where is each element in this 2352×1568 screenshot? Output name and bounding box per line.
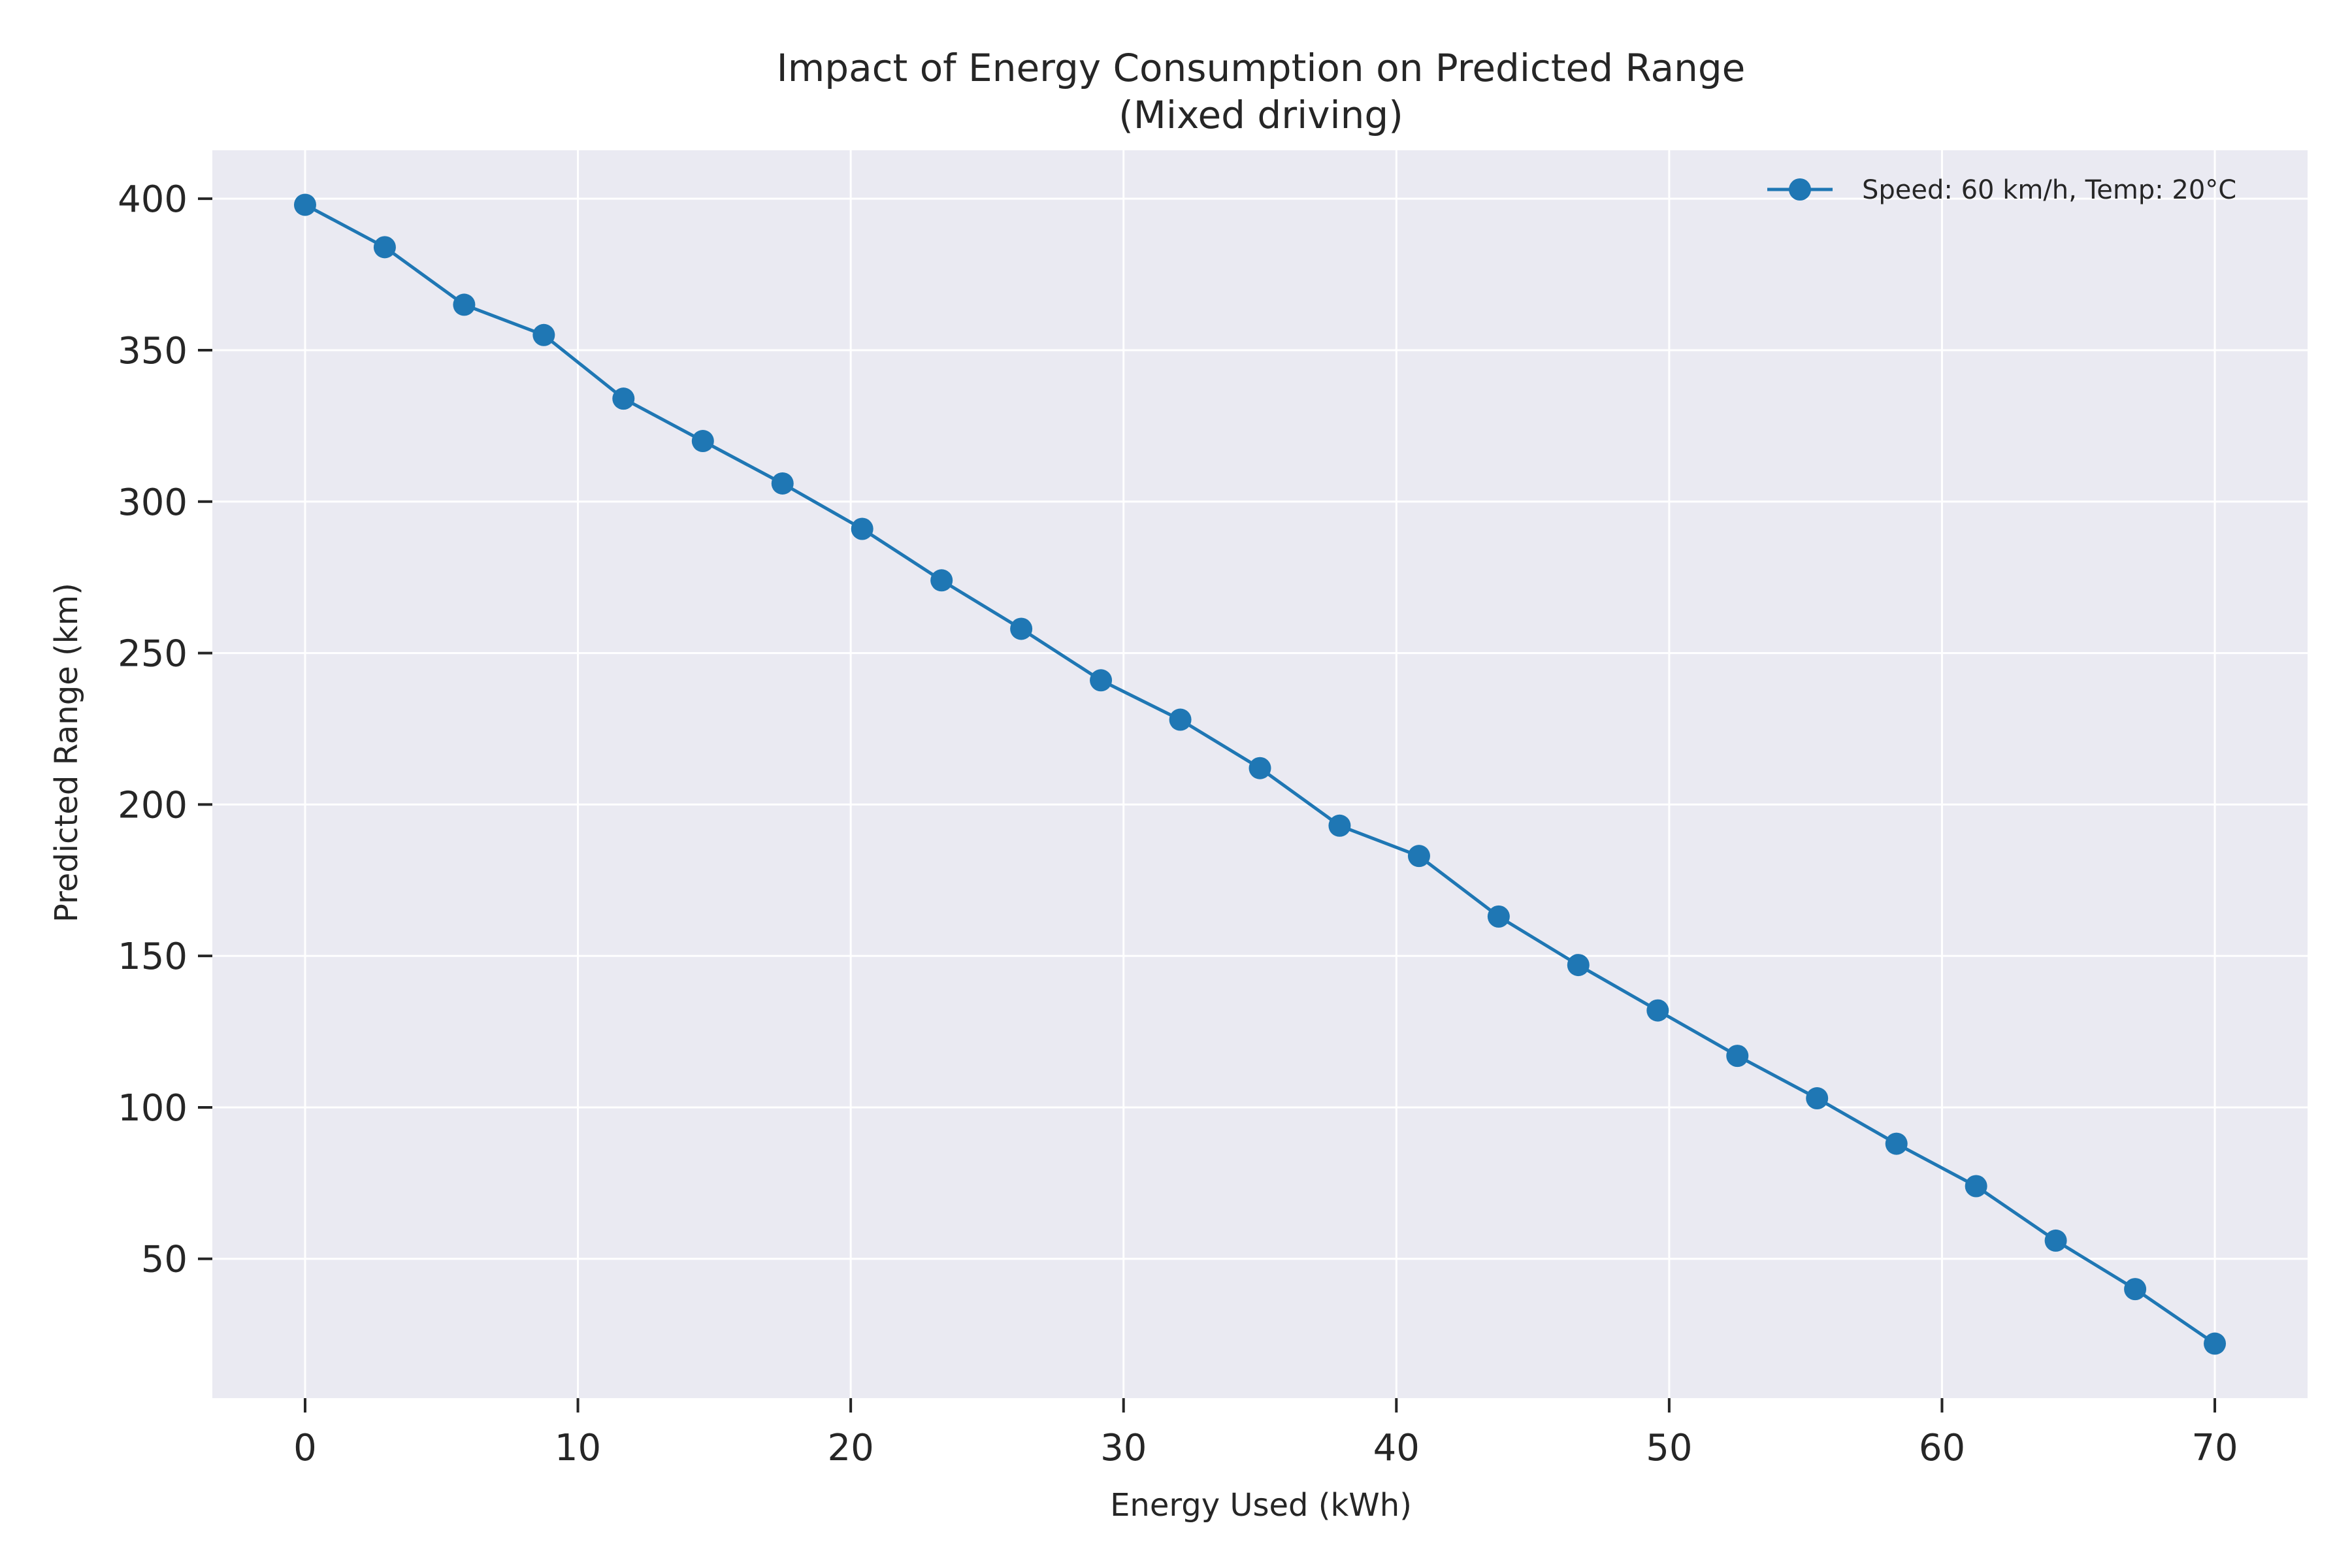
x-tick-label: 0	[293, 1427, 317, 1469]
data-point	[1726, 1045, 1749, 1068]
data-point	[373, 236, 396, 259]
data-point	[2124, 1278, 2147, 1301]
series-0	[293, 193, 2227, 1355]
x-tick-label: 60	[1919, 1427, 1965, 1469]
x-tick-label: 50	[1646, 1427, 1692, 1469]
data-point	[1249, 757, 1271, 779]
y-tick-label: 50	[141, 1239, 188, 1281]
data-point	[453, 293, 476, 316]
x-tick-label: 40	[1373, 1427, 1420, 1469]
data-point	[1965, 1175, 1987, 1198]
y-tick-label: 100	[118, 1087, 188, 1130]
legend-marker	[1789, 178, 1811, 201]
x-axis-label: Energy Used (kWh)	[1110, 1487, 1412, 1524]
data-point	[1646, 999, 1669, 1022]
data-point	[612, 387, 635, 410]
chart-title: Impact of Energy Consumption on Predicte…	[777, 46, 1746, 90]
grid	[212, 150, 2308, 1398]
data-point	[1407, 845, 1430, 868]
data-point	[1169, 708, 1192, 731]
y-tick-label: 300	[118, 482, 188, 524]
data-point	[1487, 905, 1510, 928]
data-point	[691, 430, 714, 453]
data-point	[2204, 1332, 2227, 1355]
y-tick-label: 250	[118, 633, 188, 676]
data-point	[1567, 954, 1590, 977]
data-point	[532, 323, 555, 346]
data-point	[2044, 1229, 2067, 1252]
y-tick-label: 400	[118, 178, 188, 221]
legend-label: Speed: 60 km/h, Temp: 20°C	[1862, 175, 2236, 205]
y-axis-label: Predicted Range (km)	[48, 583, 85, 923]
y-tick-label: 150	[118, 936, 188, 978]
data-point	[851, 517, 874, 540]
data-point	[1010, 617, 1033, 640]
x-tick-label: 70	[2191, 1427, 2238, 1469]
axes: 0 10 20 30 40 50 60 70 50 100 150 200 250 300 350 400	[118, 178, 2238, 1469]
data-point	[1328, 814, 1351, 837]
data-point	[930, 569, 953, 592]
chart-subtitle: (Mixed driving)	[1119, 93, 1403, 137]
y-tick-label: 200	[118, 784, 188, 826]
series-layer	[293, 193, 2227, 1355]
data-point	[1806, 1087, 1829, 1110]
data-point	[771, 472, 794, 495]
x-tick-label: 10	[555, 1427, 601, 1469]
y-tick-label: 350	[118, 330, 188, 372]
data-point	[1090, 669, 1113, 692]
data-point	[1885, 1132, 1908, 1155]
x-tick-label: 20	[828, 1427, 874, 1469]
x-tick-label: 30	[1100, 1427, 1147, 1469]
legend: Speed: 60 km/h, Temp: 20°C	[1767, 175, 2236, 205]
data-point	[293, 193, 316, 216]
